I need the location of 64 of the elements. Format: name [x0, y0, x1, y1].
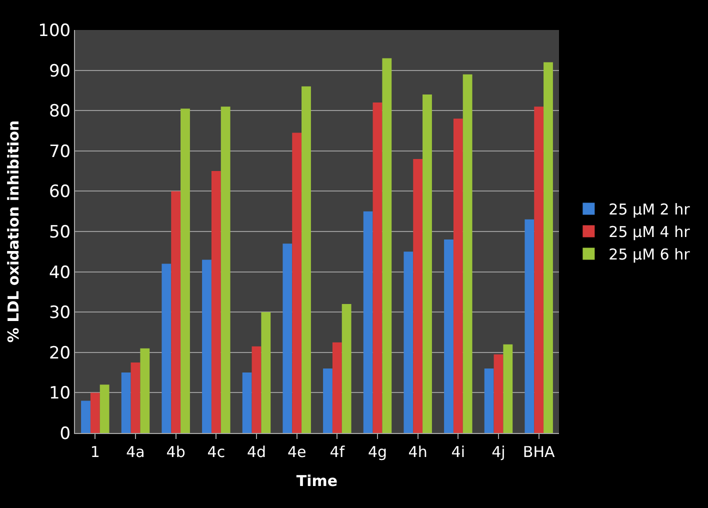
- bar: [422, 94, 432, 433]
- bar: [534, 106, 544, 433]
- x-tick-label: 1: [90, 443, 100, 461]
- bar: [252, 346, 262, 433]
- x-tick-label: 4d: [246, 443, 266, 461]
- bar: [130, 362, 140, 433]
- bar: [503, 344, 513, 433]
- bar: [261, 312, 271, 433]
- bar: [282, 244, 292, 433]
- x-tick-label: 4e: [287, 443, 306, 461]
- y-tick-label: 60: [48, 182, 71, 202]
- x-tick-label: 4j: [492, 443, 506, 461]
- x-tick-label: 4h: [408, 443, 428, 461]
- bar: [444, 240, 454, 433]
- y-tick-label: 0: [60, 424, 71, 444]
- y-tick-label: 10: [48, 384, 71, 404]
- legend-label: 25 µM 2 hr: [608, 200, 691, 219]
- x-tick-label: 4f: [330, 443, 346, 461]
- legend-label: 25 µM 6 hr: [608, 246, 691, 264]
- bar: [81, 400, 90, 433]
- bar: [342, 304, 352, 433]
- y-tick-label: 40: [48, 262, 71, 283]
- x-tick-label: 4a: [126, 443, 145, 461]
- bar: [494, 354, 504, 433]
- y-tick-label: 80: [48, 102, 71, 122]
- bar: [382, 58, 392, 433]
- bar: [220, 106, 230, 433]
- bar: [90, 392, 100, 433]
- legend-label: 25 µM 4 hr: [608, 223, 691, 242]
- y-tick-label: 20: [48, 343, 71, 364]
- bar: [292, 132, 302, 433]
- bar: [162, 264, 172, 433]
- bar: [121, 372, 131, 433]
- y-tick-label: 30: [48, 303, 71, 324]
- x-tick-label: 4i: [451, 443, 466, 461]
- bar: [302, 86, 311, 433]
- bar: [363, 211, 373, 433]
- x-axis-title: Time: [296, 472, 338, 490]
- y-tick-label: 70: [48, 142, 71, 162]
- bar: [202, 260, 212, 433]
- bar: [332, 342, 342, 433]
- x-tick-label: 4c: [207, 443, 226, 461]
- bar: [404, 252, 414, 433]
- bar: [462, 74, 472, 433]
- y-tick-label: 90: [48, 61, 71, 82]
- x-tick-label: 4b: [166, 443, 186, 461]
- bar: [100, 384, 110, 433]
- bar: [544, 62, 553, 433]
- bar: [171, 191, 181, 433]
- bar: [524, 219, 534, 433]
- y-tick-label: 100: [38, 20, 71, 41]
- x-tick-label: BHA: [522, 443, 556, 461]
- y-axis-title: % LDL oxidation inhibition: [4, 120, 22, 343]
- bar: [372, 102, 382, 433]
- x-tick-label: 4g: [368, 443, 388, 461]
- bar: [484, 368, 494, 433]
- bar: [413, 158, 423, 433]
- bar: [180, 108, 190, 433]
- bar: [453, 118, 463, 433]
- bar: [323, 368, 332, 433]
- bar: [242, 372, 252, 433]
- y-tick-label: 50: [48, 222, 71, 242]
- bar: [211, 171, 221, 433]
- bar: [140, 348, 150, 433]
